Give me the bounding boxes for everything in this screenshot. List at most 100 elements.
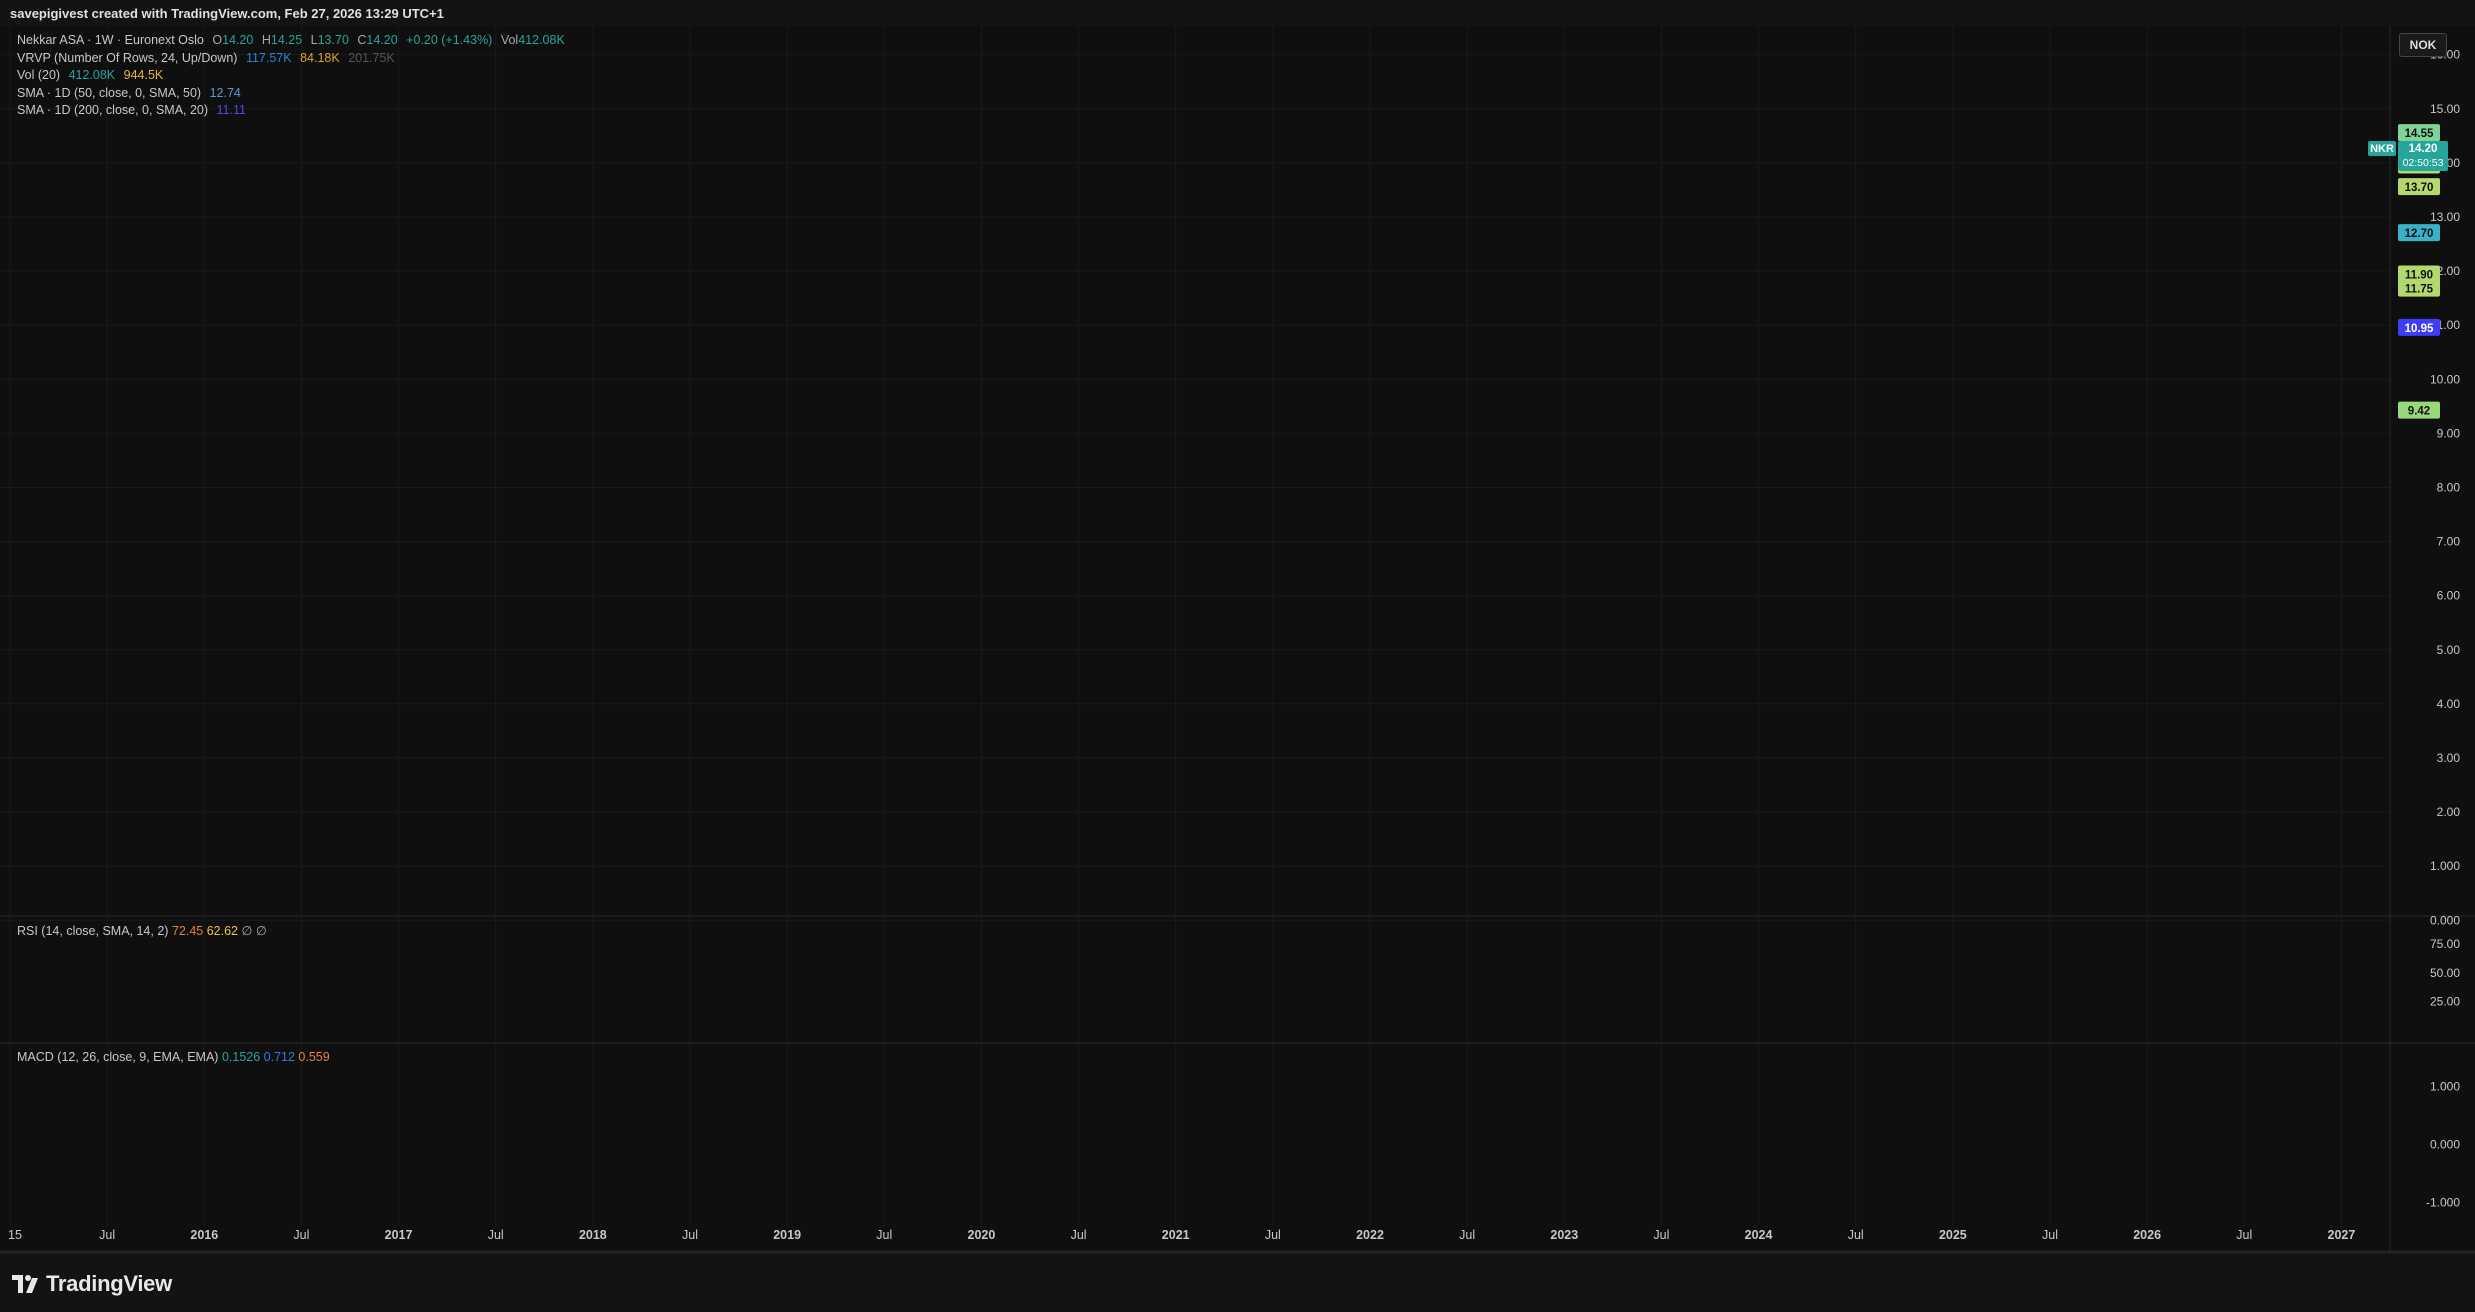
time-axis-tick: 2020 xyxy=(968,1228,996,1242)
macd-signal-value: 0.559 xyxy=(298,1050,330,1064)
rsi-legend: RSI (14, close, SMA, 14, 2) 72.45 62.62 … xyxy=(17,923,267,938)
time-axis-tick: 2026 xyxy=(2133,1228,2161,1242)
macd-label: MACD (12, 26, close, 9, EMA, EMA) xyxy=(17,1050,219,1064)
price-level-tag xyxy=(2398,401,2440,419)
last-price-tag xyxy=(2398,141,2448,172)
time-axis-tick: 2023 xyxy=(1550,1228,1578,1242)
legend-vrvp-up: 117.57K xyxy=(245,51,292,65)
time-axis-tick: Jul xyxy=(1071,1228,1087,1242)
price-axis-tick: 5.00 xyxy=(2437,643,2461,657)
price-axis-tick: 9.00 xyxy=(2437,426,2461,440)
time-axis-tick: 15 xyxy=(8,1228,22,1242)
rsi-axis-tick: 50.00 xyxy=(2430,966,2460,980)
price-level-tag xyxy=(2398,224,2440,242)
legend-volume-row: Vol (20) 412.08K 944.5K xyxy=(17,68,168,82)
price-axis-tick: 3.00 xyxy=(2437,751,2461,765)
time-axis-tick: 2018 xyxy=(579,1228,607,1242)
chart-canvas[interactable]: D 16.0015.0014.0013.0012.0011.0010.009.0… xyxy=(0,26,2475,1252)
time-axis-tick: Jul xyxy=(876,1228,892,1242)
tradingview-brand: TradingView xyxy=(46,1271,172,1296)
rsi-v3: ∅ xyxy=(241,924,253,938)
legend-volume: 412.08K xyxy=(518,33,565,47)
currency-button[interactable]: NOK xyxy=(2399,33,2447,57)
price-level-tag xyxy=(2398,279,2440,297)
legend-sma200-value: 11.11 xyxy=(216,103,246,117)
macd-hist-value: 0.1526 xyxy=(221,1050,261,1064)
tradingview-logo[interactable]: TradingView xyxy=(12,1271,172,1297)
ticker-tag-text: NKR xyxy=(2370,143,2394,155)
price-axis-tick: 1.000 xyxy=(2430,859,2460,873)
legend-sma200-label: SMA · 1D (200, close, 0, SMA, 20) xyxy=(17,103,209,117)
time-axis-tick: 2027 xyxy=(2328,1228,2356,1242)
price-axis-tick: 13.00 xyxy=(2430,210,2460,224)
macd-legend: MACD (12, 26, close, 9, EMA, EMA) 0.1526… xyxy=(17,1050,330,1064)
time-axis-tick: 2024 xyxy=(1745,1228,1773,1242)
time-axis-tick: Jul xyxy=(1265,1228,1281,1242)
time-axis-tick: 2019 xyxy=(773,1228,801,1242)
caption-text: savepigivest created with TradingView.co… xyxy=(10,6,444,21)
time-axis-tick: Jul xyxy=(1459,1228,1475,1242)
legend-volume-label: Vol (20) xyxy=(17,68,61,82)
price-level-tag-text: 11.90 xyxy=(2405,269,2433,281)
price-axis-tick: 10.00 xyxy=(2430,372,2460,386)
legend-close: 14.20 xyxy=(366,33,398,47)
legend-sma50-row: SMA · 1D (50, close, 0, SMA, 50) 12.74 xyxy=(17,86,246,100)
price-level-tag-text: 11.75 xyxy=(2405,284,2434,296)
time-axis-tick: Jul xyxy=(2042,1228,2058,1242)
legend-vrvp-down: 84.18K xyxy=(300,51,340,65)
price-axis-tick: 6.00 xyxy=(2437,589,2461,603)
price-level-tag-text: 9.42 xyxy=(2408,406,2430,418)
time-axis-tick: Jul xyxy=(2236,1228,2252,1242)
macd-axis-tick: 0.000 xyxy=(2430,1137,2460,1151)
legend-low: 13.70 xyxy=(317,33,349,47)
macd-axis-tick: 1.000 xyxy=(2430,1079,2460,1093)
price-level-tag xyxy=(2398,124,2440,142)
time-axis-tick: Jul xyxy=(99,1228,115,1242)
price-level-tag-text: 13.70 xyxy=(2405,182,2434,194)
axes: 16.0015.0014.0013.0012.0011.0010.009.008… xyxy=(0,26,2475,1252)
price-level-tag-text: 14.55 xyxy=(2405,128,2434,140)
time-axis-tick: Jul xyxy=(488,1228,504,1242)
legend-high: 14.25 xyxy=(270,33,303,47)
time-axis-tick: 2025 xyxy=(1939,1228,1967,1242)
legend-symbol-row: Nekkar ASA · 1W · Euronext Oslo O14.20 H… xyxy=(17,33,570,47)
legend-open: 14.20 xyxy=(222,33,254,47)
countdown-text: 02:50:53 xyxy=(2403,157,2444,169)
price-level-tag-text: 10.95 xyxy=(2405,323,2434,335)
legend-vrvp-row: VRVP (Number Of Rows, 24, Up/Down) 117.5… xyxy=(17,51,400,65)
time-axis-tick: 2017 xyxy=(385,1228,413,1242)
legend-c-label: C xyxy=(357,33,367,47)
time-axis-tick: 2022 xyxy=(1356,1228,1384,1242)
macd-value: 0.712 xyxy=(263,1050,295,1064)
footer-bar: TradingView xyxy=(0,1252,2475,1312)
legend-sma200-row: SMA · 1D (200, close, 0, SMA, 20) 11.11 xyxy=(17,103,251,117)
price-axis-tick: 8.00 xyxy=(2437,480,2461,494)
price-level-tag xyxy=(2398,178,2440,196)
rsi-axis-tick: 25.00 xyxy=(2430,995,2460,1009)
price-axis-tick: 4.00 xyxy=(2437,697,2461,711)
top-caption-bar: savepigivest created with TradingView.co… xyxy=(0,0,2475,27)
ticker-tag xyxy=(2368,141,2396,157)
legend-vrvp-total: 201.75K xyxy=(348,51,395,65)
rsi-sma-value: 62.62 xyxy=(206,924,238,938)
price-axis-tick: 0.000 xyxy=(2430,913,2460,927)
legend-sma50-value: 12.74 xyxy=(209,86,241,100)
legend-vrvp-label: VRVP (Number Of Rows, 24, Up/Down) xyxy=(17,51,238,65)
legend-o-label: O xyxy=(212,33,223,47)
time-axis-tick: Jul xyxy=(293,1228,309,1242)
macd-axis-tick: -1.000 xyxy=(2426,1195,2460,1209)
time-axis-tick: Jul xyxy=(682,1228,698,1242)
time-axis-tick: 2021 xyxy=(1162,1228,1190,1242)
legend-h-label: H xyxy=(261,33,271,47)
price-axis-tick: 7.00 xyxy=(2437,535,2461,549)
legend-sma50-label: SMA · 1D (50, close, 0, SMA, 50) xyxy=(17,86,202,100)
price-level-tag xyxy=(2398,265,2440,283)
legend-symbol: Nekkar ASA · 1W · Euronext Oslo xyxy=(17,33,204,47)
rsi-value: 72.45 xyxy=(171,924,204,938)
legend-volume-v1: 412.08K xyxy=(68,68,116,82)
legend-vol-label: Vol xyxy=(500,33,519,47)
tradingview-logo-icon xyxy=(12,1275,38,1293)
price-axis-tick: 15.00 xyxy=(2430,102,2460,116)
time-axis-tick: Jul xyxy=(1848,1228,1864,1242)
chart-background xyxy=(0,26,2475,1252)
